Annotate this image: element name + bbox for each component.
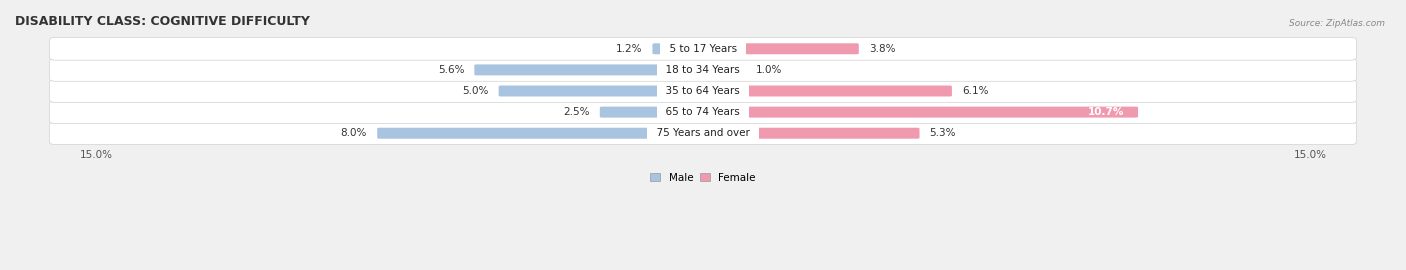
Text: 1.0%: 1.0%: [755, 65, 782, 75]
FancyBboxPatch shape: [702, 43, 859, 54]
Text: 3.8%: 3.8%: [869, 44, 896, 54]
FancyBboxPatch shape: [702, 128, 920, 139]
FancyBboxPatch shape: [499, 86, 704, 96]
FancyBboxPatch shape: [377, 128, 704, 139]
Text: Source: ZipAtlas.com: Source: ZipAtlas.com: [1289, 19, 1385, 28]
Text: 1.2%: 1.2%: [616, 44, 643, 54]
Text: 5.0%: 5.0%: [463, 86, 488, 96]
Text: 5.3%: 5.3%: [929, 128, 956, 138]
Text: 35 to 64 Years: 35 to 64 Years: [659, 86, 747, 96]
Text: 5.6%: 5.6%: [437, 65, 464, 75]
Text: DISABILITY CLASS: COGNITIVE DIFFICULTY: DISABILITY CLASS: COGNITIVE DIFFICULTY: [15, 15, 309, 28]
FancyBboxPatch shape: [49, 101, 1357, 123]
FancyBboxPatch shape: [49, 59, 1357, 81]
FancyBboxPatch shape: [474, 65, 704, 75]
FancyBboxPatch shape: [49, 122, 1357, 145]
FancyBboxPatch shape: [49, 37, 1357, 60]
Text: 75 Years and over: 75 Years and over: [650, 128, 756, 138]
FancyBboxPatch shape: [600, 107, 704, 118]
Text: 65 to 74 Years: 65 to 74 Years: [659, 107, 747, 117]
Text: 6.1%: 6.1%: [962, 86, 988, 96]
Text: 2.5%: 2.5%: [564, 107, 589, 117]
Text: 8.0%: 8.0%: [340, 128, 367, 138]
Text: 5 to 17 Years: 5 to 17 Years: [662, 44, 744, 54]
FancyBboxPatch shape: [652, 43, 704, 54]
FancyBboxPatch shape: [702, 65, 745, 75]
Text: 10.7%: 10.7%: [1087, 107, 1123, 117]
Text: 18 to 34 Years: 18 to 34 Years: [659, 65, 747, 75]
Legend: Male, Female: Male, Female: [645, 168, 761, 187]
FancyBboxPatch shape: [702, 107, 1137, 118]
FancyBboxPatch shape: [49, 80, 1357, 102]
FancyBboxPatch shape: [702, 86, 952, 96]
